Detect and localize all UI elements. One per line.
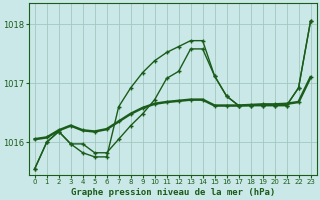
X-axis label: Graphe pression niveau de la mer (hPa): Graphe pression niveau de la mer (hPa) [70,188,275,197]
